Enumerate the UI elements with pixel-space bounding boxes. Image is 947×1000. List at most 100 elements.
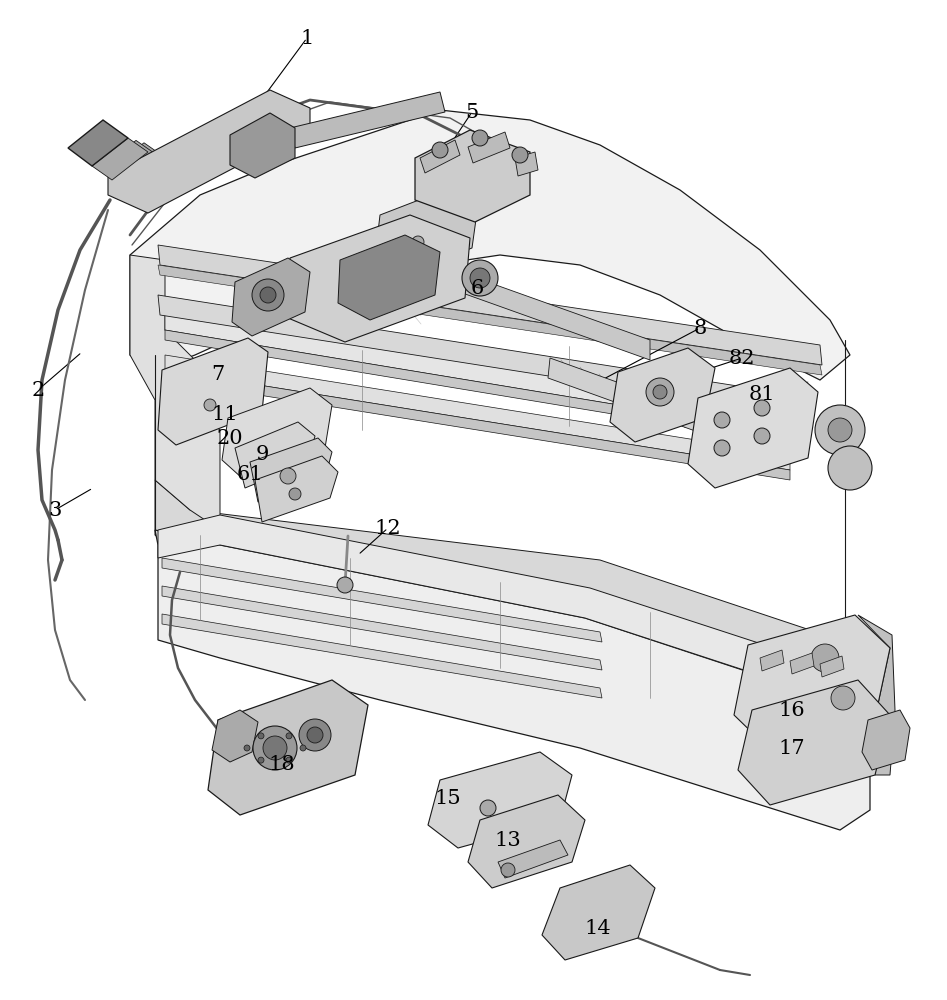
Text: 17: 17	[778, 738, 805, 758]
Ellipse shape	[412, 236, 424, 248]
Text: 2: 2	[31, 380, 45, 399]
Ellipse shape	[512, 147, 528, 163]
Polygon shape	[288, 215, 470, 342]
Polygon shape	[108, 143, 164, 185]
Ellipse shape	[280, 468, 296, 484]
Polygon shape	[68, 120, 128, 166]
Polygon shape	[290, 92, 445, 148]
Polygon shape	[130, 110, 850, 380]
Text: 12: 12	[375, 518, 402, 538]
Polygon shape	[222, 388, 332, 478]
Text: 8: 8	[693, 318, 706, 338]
Text: 16: 16	[778, 700, 805, 720]
Polygon shape	[820, 656, 844, 677]
Polygon shape	[162, 558, 602, 642]
Ellipse shape	[253, 726, 297, 770]
Polygon shape	[420, 140, 460, 173]
Ellipse shape	[754, 428, 770, 444]
Polygon shape	[515, 152, 538, 176]
Text: 14: 14	[584, 918, 612, 938]
Polygon shape	[158, 515, 872, 712]
Ellipse shape	[646, 378, 674, 406]
Text: 82: 82	[729, 349, 756, 367]
Ellipse shape	[286, 733, 292, 739]
Ellipse shape	[286, 757, 292, 763]
Ellipse shape	[432, 142, 448, 158]
Polygon shape	[165, 370, 790, 480]
Text: 11: 11	[211, 406, 239, 424]
Ellipse shape	[501, 863, 515, 877]
Ellipse shape	[797, 630, 853, 686]
Polygon shape	[468, 132, 510, 163]
Text: 18: 18	[269, 756, 295, 774]
Text: 81: 81	[749, 385, 776, 404]
Polygon shape	[734, 615, 890, 748]
Polygon shape	[165, 310, 800, 435]
Ellipse shape	[828, 418, 852, 442]
Ellipse shape	[252, 279, 284, 311]
Polygon shape	[760, 650, 784, 671]
Polygon shape	[250, 438, 332, 502]
Polygon shape	[208, 680, 368, 815]
Text: 6: 6	[471, 278, 484, 298]
Text: 15: 15	[435, 788, 461, 808]
Polygon shape	[440, 265, 650, 360]
Text: 20: 20	[217, 428, 243, 448]
Polygon shape	[212, 710, 258, 762]
Polygon shape	[158, 265, 822, 375]
Ellipse shape	[754, 400, 770, 416]
Ellipse shape	[260, 287, 276, 303]
Ellipse shape	[307, 727, 323, 743]
Polygon shape	[542, 865, 655, 960]
Polygon shape	[130, 255, 220, 530]
Text: 13: 13	[494, 830, 522, 850]
Polygon shape	[338, 235, 440, 320]
Ellipse shape	[258, 757, 264, 763]
Polygon shape	[232, 258, 310, 336]
Polygon shape	[155, 480, 870, 720]
Polygon shape	[862, 710, 910, 770]
Ellipse shape	[818, 673, 868, 723]
Ellipse shape	[470, 268, 490, 288]
Ellipse shape	[289, 488, 301, 500]
Text: 5: 5	[465, 103, 478, 121]
Ellipse shape	[299, 719, 331, 751]
Ellipse shape	[714, 412, 730, 428]
Polygon shape	[415, 130, 530, 222]
Ellipse shape	[828, 446, 872, 490]
Ellipse shape	[263, 736, 287, 760]
Polygon shape	[548, 358, 750, 450]
Text: 7: 7	[211, 365, 224, 384]
Polygon shape	[468, 795, 585, 888]
Polygon shape	[108, 90, 310, 213]
Polygon shape	[610, 348, 715, 442]
Polygon shape	[858, 615, 895, 775]
Polygon shape	[688, 368, 818, 488]
Polygon shape	[158, 295, 797, 415]
Polygon shape	[162, 614, 602, 698]
Polygon shape	[790, 653, 814, 674]
Polygon shape	[230, 113, 295, 178]
Text: 1: 1	[300, 28, 313, 47]
Ellipse shape	[204, 399, 216, 411]
Ellipse shape	[811, 644, 839, 672]
Ellipse shape	[815, 405, 865, 455]
Ellipse shape	[831, 686, 855, 710]
Ellipse shape	[480, 800, 496, 816]
Polygon shape	[235, 422, 315, 488]
Ellipse shape	[258, 733, 264, 739]
Polygon shape	[738, 680, 890, 805]
Polygon shape	[92, 138, 148, 180]
Polygon shape	[375, 188, 478, 275]
Polygon shape	[158, 245, 822, 365]
Polygon shape	[155, 530, 870, 830]
Ellipse shape	[714, 440, 730, 456]
Polygon shape	[498, 840, 568, 878]
Ellipse shape	[472, 130, 488, 146]
Text: 61: 61	[237, 466, 263, 485]
Polygon shape	[158, 338, 268, 445]
Text: 9: 9	[256, 446, 269, 464]
Text: 3: 3	[48, 500, 62, 520]
Ellipse shape	[300, 745, 306, 751]
Ellipse shape	[337, 577, 353, 593]
